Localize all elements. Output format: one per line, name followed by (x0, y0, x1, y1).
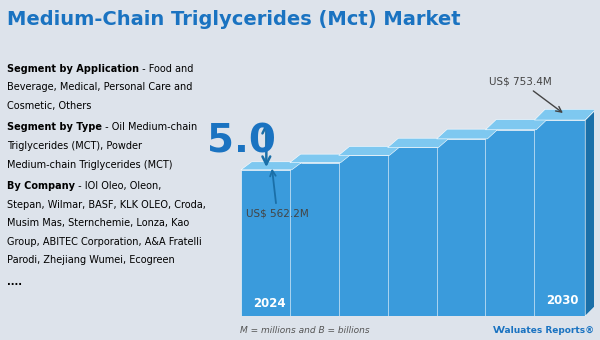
Text: Medium-chain Triglycerides (MCT): Medium-chain Triglycerides (MCT) (7, 159, 173, 170)
Text: ....: .... (7, 277, 22, 287)
Text: V: V (493, 326, 500, 335)
Polygon shape (485, 130, 536, 316)
Text: By Company: By Company (7, 181, 75, 191)
Text: Stepan, Wilmar, BASF, KLK OLEO, Croda,: Stepan, Wilmar, BASF, KLK OLEO, Croda, (7, 200, 206, 209)
Text: US$ 562.2M: US$ 562.2M (246, 171, 308, 219)
Text: Triglycerides (MCT), Powder: Triglycerides (MCT), Powder (7, 141, 142, 151)
Text: - Oil Medium-chain: - Oil Medium-chain (102, 122, 197, 132)
Text: Cosmetic, Others: Cosmetic, Others (7, 101, 92, 111)
Text: Medium-Chain Triglycerides (Mct) Market: Medium-Chain Triglycerides (Mct) Market (7, 10, 461, 29)
Text: Beverage, Medical, Personal Care and: Beverage, Medical, Personal Care and (7, 82, 193, 92)
Text: US$ 753.4M: US$ 753.4M (489, 76, 562, 112)
Text: M = millions and B = billions: M = millions and B = billions (240, 326, 370, 335)
Text: - Food and: - Food and (139, 64, 194, 74)
Polygon shape (290, 154, 352, 163)
Polygon shape (339, 155, 389, 316)
Polygon shape (339, 147, 400, 155)
Polygon shape (388, 138, 449, 148)
Polygon shape (487, 129, 498, 316)
Text: - IOI Oleo, Oleon,: - IOI Oleo, Oleon, (75, 181, 161, 191)
Text: Group, ABITEC Corporation, A&A Fratelli: Group, ABITEC Corporation, A&A Fratelli (7, 237, 202, 247)
Polygon shape (437, 139, 487, 316)
Polygon shape (241, 170, 292, 316)
Text: Musim Mas, Sternchemie, Lonza, Kao: Musim Mas, Sternchemie, Lonza, Kao (7, 218, 190, 228)
Polygon shape (292, 162, 302, 316)
Text: Segment by Application: Segment by Application (7, 64, 139, 74)
Polygon shape (485, 120, 547, 130)
Text: Segment by Type: Segment by Type (7, 122, 102, 132)
Polygon shape (437, 129, 498, 139)
Text: Valuates Reports®: Valuates Reports® (498, 326, 594, 335)
Polygon shape (241, 162, 302, 170)
Polygon shape (439, 138, 449, 316)
Polygon shape (536, 120, 547, 316)
Text: 2024: 2024 (253, 296, 286, 310)
Text: 5.0: 5.0 (208, 122, 277, 160)
Polygon shape (341, 154, 352, 316)
Polygon shape (389, 147, 400, 316)
Polygon shape (290, 163, 341, 316)
Text: 2030: 2030 (546, 294, 579, 307)
Text: Parodi, Zhejiang Wumei, Ecogreen: Parodi, Zhejiang Wumei, Ecogreen (7, 255, 175, 266)
Polygon shape (388, 148, 439, 316)
Polygon shape (585, 109, 596, 316)
Polygon shape (535, 109, 596, 120)
Polygon shape (535, 120, 585, 316)
